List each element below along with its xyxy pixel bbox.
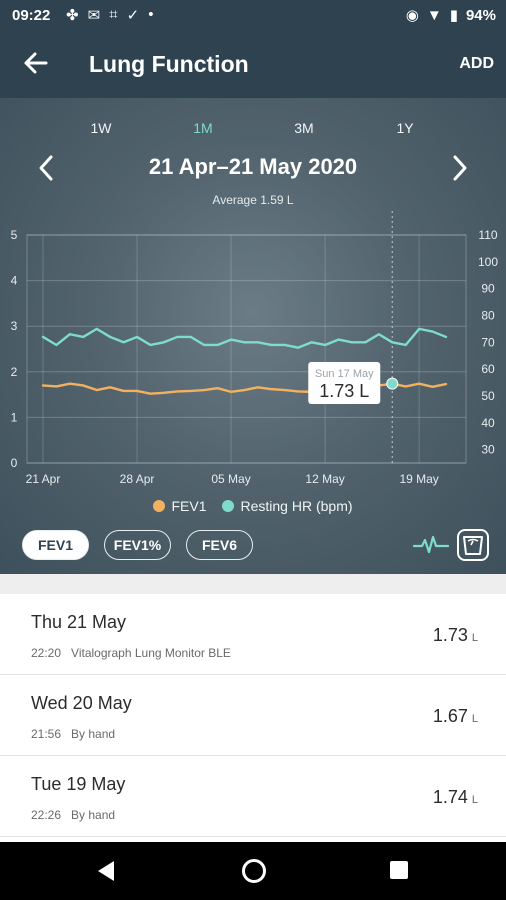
y-right-tick: 50 bbox=[481, 389, 495, 403]
mail-icon: ✉ bbox=[87, 7, 101, 24]
entry-time: 22:20 bbox=[31, 646, 62, 660]
chart-panel: 1W 1M 3M 1Y 21 Apr–21 May 2020 Average 1… bbox=[0, 98, 506, 574]
y-right-tick: 30 bbox=[481, 443, 495, 457]
entry-time: 21:56 bbox=[31, 727, 62, 741]
entry-unit: L bbox=[471, 632, 478, 644]
x-tick: 28 Apr bbox=[120, 472, 155, 486]
chart-legend: FEV1 Resting HR (bpm) bbox=[0, 498, 506, 514]
heart-rate-icon[interactable] bbox=[413, 535, 449, 555]
y-right-tick: 100 bbox=[478, 255, 498, 269]
scale-icon[interactable] bbox=[456, 528, 490, 562]
grid-icon: ⌗ bbox=[109, 6, 118, 23]
notification-icons: ✤ ✉ ⌗ ✓ • bbox=[66, 6, 153, 24]
entry-value-wrap: 1.67 L bbox=[433, 706, 478, 727]
period-label: 21 Apr–21 May 2020 bbox=[148, 154, 358, 179]
entry-value: 1.73 bbox=[432, 625, 468, 645]
legend-fev1-swatch bbox=[153, 500, 166, 512]
average-label: Average 1.59 L bbox=[212, 193, 294, 207]
vibrate-icon: ◉ bbox=[405, 7, 419, 24]
entry-source: By hand bbox=[71, 808, 116, 822]
entry-date: Tue 19 May bbox=[31, 774, 126, 794]
list-item[interactable]: Wed 20 May 21:56 By hand 1.67 L bbox=[0, 675, 506, 756]
next-period-icon[interactable] bbox=[450, 154, 470, 182]
entry-date: Wed 20 May bbox=[31, 693, 132, 713]
y-left-tick: 2 bbox=[11, 365, 18, 379]
pill-fev1[interactable]: FEV1 bbox=[22, 530, 89, 560]
metric-pills: FEV1 FEV1% FEV6 bbox=[22, 530, 253, 560]
range-1y[interactable]: 1Y bbox=[396, 120, 414, 136]
x-tick: 05 May bbox=[211, 472, 250, 486]
lung-function-chart[interactable]: 0 1 2 3 4 5 30 40 50 60 70 80 90 100 110 21 Apr 28 Apr 05… bbox=[0, 98, 506, 574]
entry-value: 1.67 bbox=[432, 706, 468, 726]
fan-icon: ✤ bbox=[66, 7, 79, 24]
tooltip-box bbox=[308, 362, 381, 404]
y-right-tick: 70 bbox=[481, 335, 495, 349]
legend-hr-label: Resting HR (bpm) bbox=[240, 498, 353, 514]
x-tick: 21 Apr bbox=[26, 472, 61, 486]
page-title: Lung Function bbox=[89, 51, 249, 77]
entry-source: By hand bbox=[71, 727, 116, 741]
entry-meta: 21:56 By hand bbox=[31, 727, 115, 741]
check-icon: ✓ bbox=[126, 7, 140, 24]
system-icons: ◉ ▼ ▮ 94% bbox=[405, 6, 496, 25]
selected-point bbox=[386, 377, 399, 390]
tooltip-value: 1.73 L bbox=[319, 381, 369, 401]
list-item[interactable]: Tue 19 May 22:26 By hand 1.74 L bbox=[0, 756, 506, 837]
x-tick: 19 May bbox=[399, 472, 438, 486]
y-right-tick: 40 bbox=[481, 416, 495, 430]
list-divider bbox=[0, 574, 506, 594]
previous-period-icon[interactable] bbox=[36, 154, 56, 182]
status-bar: 09:22 ✤ ✉ ⌗ ✓ • ◉ ▼ ▮ 94% bbox=[0, 0, 506, 32]
entry-value: 1.74 bbox=[432, 787, 468, 807]
list-item[interactable]: Thu 21 May 22:20 Vitalograph Lung Monitor… bbox=[0, 594, 506, 675]
add-button[interactable]: ADD bbox=[459, 55, 494, 72]
app-bar: Lung Function ADD bbox=[0, 32, 506, 98]
entry-unit: L bbox=[471, 713, 478, 725]
entry-time: 22:26 bbox=[31, 808, 62, 822]
range-1w[interactable]: 1W bbox=[90, 120, 112, 136]
entry-value-wrap: 1.74 L bbox=[433, 787, 478, 808]
range-1m[interactable]: 1M bbox=[193, 120, 213, 136]
legend-fev1: FEV1 bbox=[153, 498, 206, 514]
entry-source: Vitalograph Lung Monitor BLE bbox=[71, 646, 231, 660]
system-nav-bar bbox=[0, 842, 506, 900]
y-right-tick: 80 bbox=[481, 308, 495, 322]
dot-icon: • bbox=[148, 6, 154, 23]
entry-unit: L bbox=[471, 794, 478, 806]
range-3m[interactable]: 3M bbox=[294, 120, 314, 136]
y-right-tick: 90 bbox=[481, 282, 495, 296]
wifi-icon: ▼ bbox=[426, 6, 442, 24]
nav-home-icon[interactable] bbox=[242, 859, 266, 883]
battery-percent: 94% bbox=[465, 6, 496, 24]
y-left-tick: 0 bbox=[11, 456, 18, 470]
nav-back-icon[interactable] bbox=[96, 860, 116, 882]
status-time: 09:22 bbox=[12, 7, 51, 24]
x-tick: 12 May bbox=[305, 472, 344, 486]
tooltip-date: Sun 17 May bbox=[315, 368, 374, 380]
plot-frame bbox=[26, 234, 467, 464]
range-selector: 1W 1M 3M 1Y bbox=[0, 120, 506, 140]
y-right-tick: 60 bbox=[481, 362, 495, 376]
measurements-list: Thu 21 May 22:20 Vitalograph Lung Monitor… bbox=[0, 574, 506, 837]
y-left-tick: 5 bbox=[11, 228, 18, 242]
legend-hr: Resting HR (bpm) bbox=[222, 498, 353, 514]
fev1-series-line bbox=[41, 382, 448, 396]
entry-meta: 22:26 By hand bbox=[31, 808, 115, 822]
y-left-tick: 4 bbox=[11, 274, 18, 288]
entry-value-wrap: 1.73 L bbox=[433, 625, 478, 646]
hr-series-line bbox=[41, 327, 448, 349]
y-left-tick: 3 bbox=[11, 319, 18, 333]
entry-meta: 22:20 Vitalograph Lung Monitor BLE bbox=[31, 646, 231, 660]
battery-icon: ▮ bbox=[449, 7, 458, 24]
nav-recents-icon[interactable] bbox=[390, 861, 408, 879]
pill-fev1-percent[interactable]: FEV1% bbox=[104, 530, 171, 560]
y-left-tick: 1 bbox=[11, 410, 18, 424]
legend-fev1-label: FEV1 bbox=[171, 498, 207, 514]
back-arrow-icon[interactable] bbox=[22, 48, 48, 78]
y-right-tick: 110 bbox=[478, 228, 497, 242]
legend-hr-swatch bbox=[222, 500, 235, 512]
entry-date: Thu 21 May bbox=[31, 612, 127, 632]
pill-fev6[interactable]: FEV6 bbox=[186, 530, 253, 560]
